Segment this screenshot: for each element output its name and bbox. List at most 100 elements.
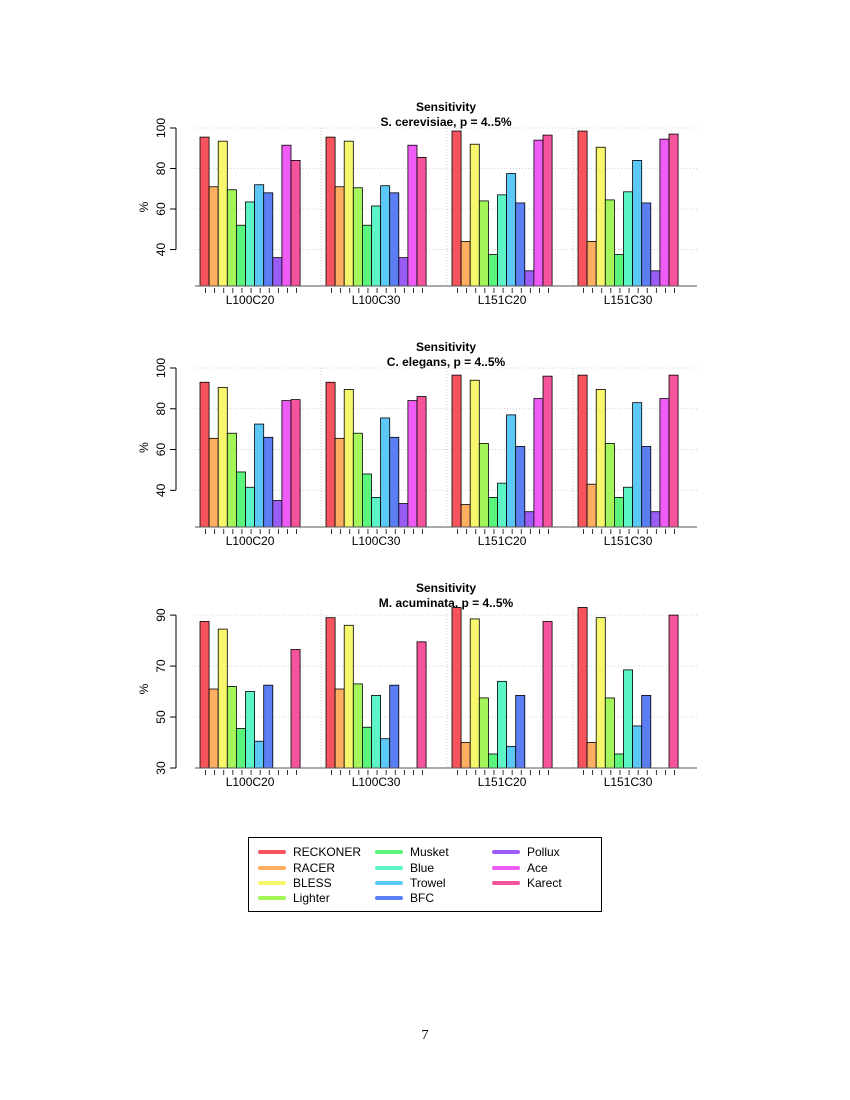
bar-1-1-6 [380, 417, 391, 528]
legend-swatch-karect [492, 880, 520, 885]
legend-label-trowel: Trowel [410, 876, 446, 890]
bar-2-1-7 [389, 684, 400, 769]
bar-0-2-0 [451, 130, 462, 287]
bar-1-3-1 [586, 483, 597, 528]
legend-swatch-reckoner [258, 849, 286, 854]
bar-1-2-1 [460, 504, 471, 528]
bar-0-2-7 [515, 202, 526, 287]
bar-1-1-5 [371, 497, 382, 528]
bar-0-3-9 [659, 138, 670, 287]
x-category-label-1-2: L151C20 [478, 534, 527, 548]
y-tick-label-2-2: 70 [154, 659, 168, 673]
bar-0-2-10 [542, 134, 553, 287]
bar-0-3-10 [668, 133, 679, 287]
bar-2-2-3 [478, 697, 489, 769]
bar-0-1-1 [334, 186, 345, 287]
bar-2-2-10 [542, 621, 553, 769]
bar-1-3-7 [641, 446, 652, 528]
x-category-label-0-3: L151C30 [604, 293, 653, 307]
page-number: 7 [421, 1028, 429, 1043]
bar-0-3-2 [595, 146, 606, 287]
legend-item-trowel: Trowel [375, 876, 446, 891]
legend-item-racer: RACER [258, 861, 335, 876]
legend-label-ace: Ace [527, 861, 548, 875]
bar-2-3-2 [595, 617, 606, 769]
bar-2-1-5 [371, 694, 382, 769]
chart-subtitle-2: M. acuminata, p = 4..5% [379, 596, 514, 610]
bar-1-3-9 [659, 398, 670, 528]
bar-0-0-8 [272, 257, 283, 287]
bar-1-2-0 [451, 374, 462, 528]
bar-1-1-7 [389, 436, 400, 528]
bar-1-1-4 [361, 473, 372, 528]
legend-label-bfc: BFC [410, 891, 434, 905]
y-tick-label-0-2: 80 [154, 162, 168, 176]
bar-2-0-2 [217, 628, 228, 769]
bar-0-0-5 [245, 201, 256, 287]
chart-subtitle-1: C. elegans, p = 4..5% [387, 355, 506, 369]
bar-0-0-2 [217, 140, 228, 287]
bar-2-3-6 [632, 725, 643, 769]
bar-2-0-3 [226, 686, 237, 769]
y-axis-label-0: % [137, 201, 151, 212]
bar-2-3-4 [614, 753, 624, 769]
bar-0-0-3 [226, 189, 237, 287]
x-category-label-1-3: L151C30 [604, 534, 653, 548]
bar-1-1-9 [407, 400, 418, 528]
bar-1-0-5 [245, 486, 256, 528]
legend-swatch-blue [375, 865, 403, 870]
legend-label-bless: BLESS [293, 876, 332, 890]
legend-swatch-bfc [375, 895, 403, 900]
bar-1-1-2 [343, 388, 354, 528]
bar-0-2-5 [497, 194, 508, 287]
bar-2-3-3 [604, 697, 615, 769]
bar-2-1-10 [416, 641, 427, 769]
bar-2-0-7 [263, 684, 274, 769]
legend-item-pollux: Pollux [492, 845, 560, 860]
legend-label-blue: Blue [410, 861, 435, 875]
bar-2-2-2 [469, 618, 480, 769]
bar-2-3-0 [577, 607, 588, 769]
bar-0-2-1 [460, 241, 471, 287]
legend-label-reckoner: RECKONER [293, 845, 362, 859]
legend-label-lighter: Lighter [293, 891, 330, 905]
bar-1-0-7 [263, 436, 274, 528]
legend-item-lighter: Lighter [258, 891, 330, 906]
bar-2-2-0 [451, 607, 462, 769]
y-tick-label-0-1: 60 [154, 202, 168, 216]
y-tick-label-2-0: 30 [154, 761, 168, 775]
y-axis-label-2: % [137, 683, 151, 694]
bar-0-1-6 [380, 185, 391, 287]
bar-1-1-1 [334, 437, 345, 528]
bar-1-0-6 [254, 423, 265, 528]
x-category-label-1-0: L100C20 [226, 534, 275, 548]
y-tick-label-2-3: 90 [154, 608, 168, 622]
legend-swatch-musket [375, 849, 403, 854]
bar-0-2-4 [487, 254, 498, 287]
bar-0-1-5 [371, 205, 382, 287]
legend-item-reckoner: RECKONER [258, 845, 361, 860]
legend-item-ace: Ace [492, 861, 548, 876]
bar-0-3-7 [641, 202, 652, 287]
legend-item-karect: Karect [492, 876, 562, 891]
bar-0-1-0 [325, 136, 336, 287]
legend-swatch-ace [492, 865, 520, 870]
bar-2-3-10 [668, 614, 679, 769]
y-axis-label-1: % [137, 442, 151, 453]
bar-1-0-2 [217, 386, 228, 528]
bar-0-2-8 [524, 270, 535, 287]
bar-1-0-10 [290, 399, 301, 528]
bar-0-0-0 [199, 136, 210, 287]
bar-2-2-4 [487, 753, 498, 769]
bar-2-0-4 [235, 728, 246, 769]
bar-0-3-6 [632, 160, 643, 287]
legend-item-bfc: BFC [375, 891, 434, 906]
y-tick-label-0-3: 100 [154, 118, 168, 138]
bar-2-0-6 [254, 740, 265, 769]
bar-0-2-6 [506, 173, 517, 287]
bar-1-0-8 [272, 500, 283, 528]
y-tick-label-1-3: 100 [154, 358, 168, 378]
bar-1-2-4 [487, 497, 498, 528]
bar-0-0-4 [235, 224, 246, 287]
